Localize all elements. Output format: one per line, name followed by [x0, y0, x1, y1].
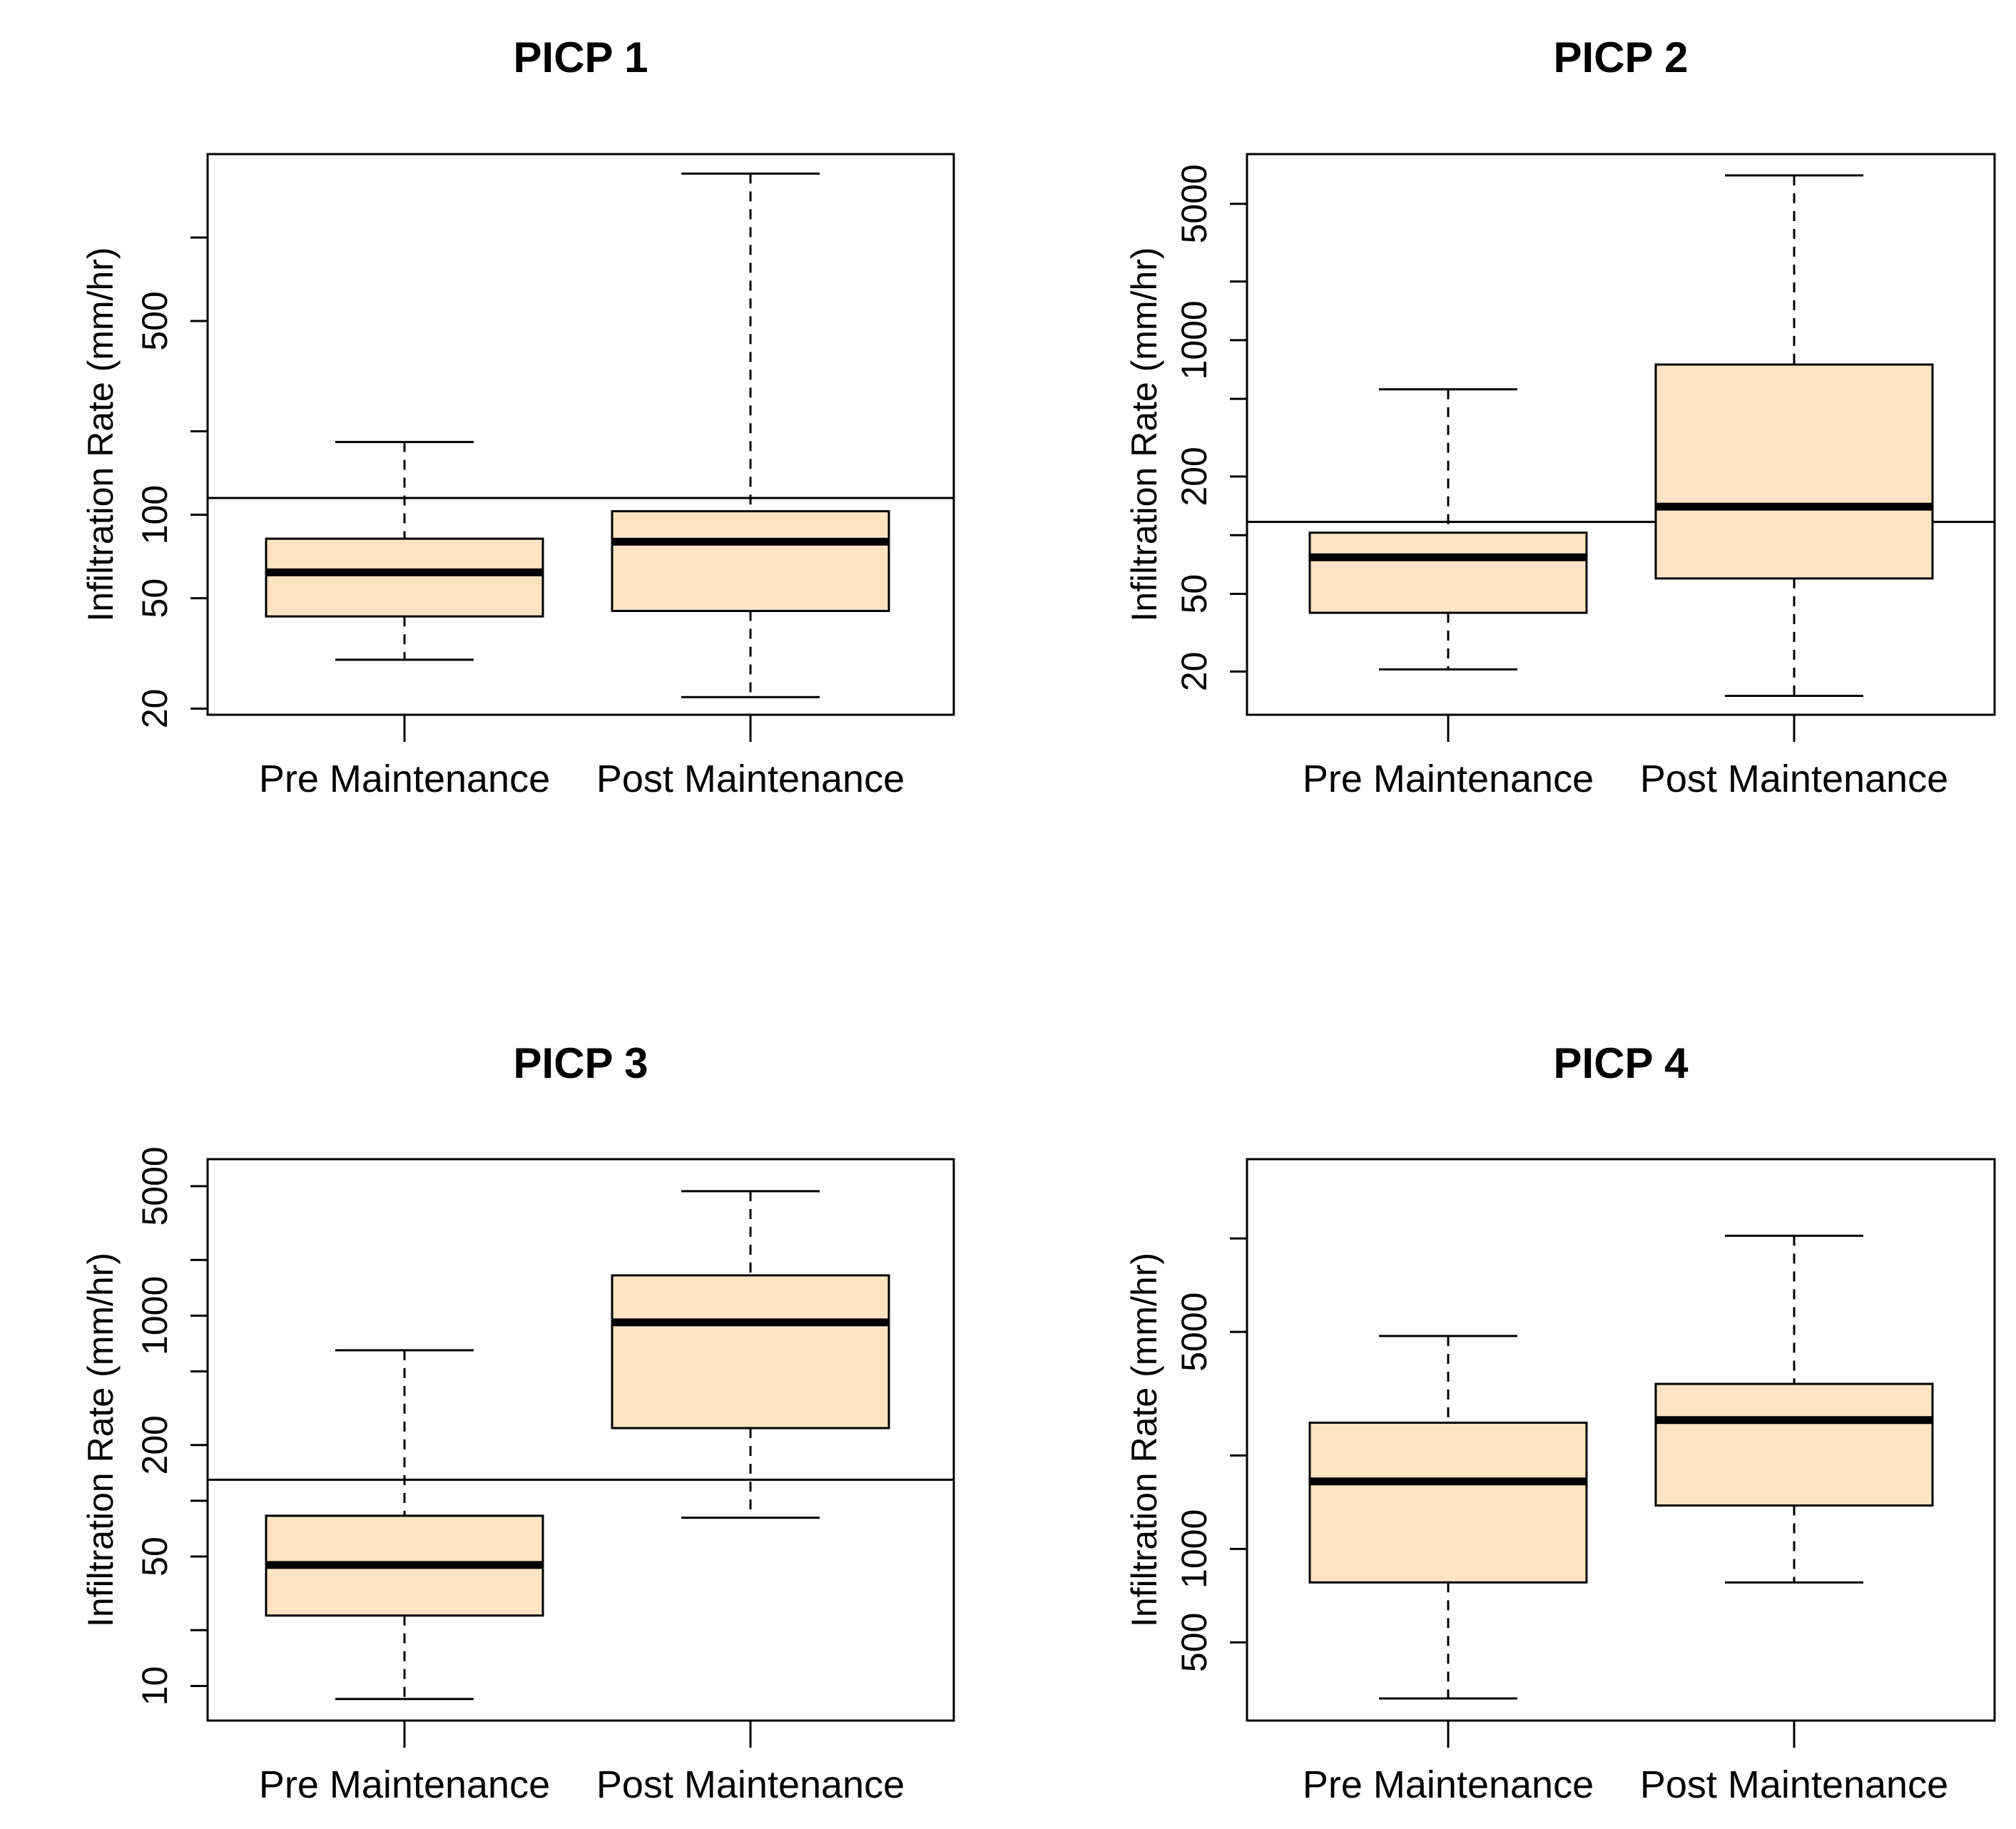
panel-1-plot-frame [206, 153, 955, 716]
panel-3-y-tick-label: 50 [135, 1537, 175, 1576]
panel-2-y-tick-label: 1000 [1174, 300, 1214, 379]
panel-4-y-tick-label: 1000 [1174, 1509, 1214, 1589]
panel-1-x-tick-label: Pre Maintenance [259, 758, 550, 800]
panel-2-y-tick-label: 5000 [1174, 164, 1214, 243]
panel-1-y-tick-label: 100 [135, 485, 175, 544]
chart-panel-4: PICP 4 Infiltration Rate (mm/hr)500 1000 50… [1124, 1039, 1996, 1806]
panel-1-y-tick-label: 500 [135, 291, 175, 350]
chart-panel-1: PICP 1 Infiltration Rate (mm/hr) 20 50 100 50… [81, 34, 955, 800]
panel-2-box-pre [1308, 388, 1588, 671]
panel-1-box-post [611, 172, 890, 698]
panel-4-x-tick-label: Post Maintenance [1640, 1763, 1948, 1806]
panel-3-y-axis-label: Infiltration Rate (mm/hr) [81, 1253, 121, 1627]
panel-3-iqr-box [611, 1274, 890, 1430]
panel-2-iqr-box [1654, 363, 1934, 580]
panel-3-plot-frame [206, 1158, 955, 1722]
panel-1-title: PICP 1 [514, 34, 648, 81]
panel-4-y-tick-label: 500 [1174, 1613, 1214, 1672]
panel-2-box-post [1654, 174, 1934, 698]
panel-4-plot-frame [1246, 1158, 1996, 1722]
panel-1-iqr-box [265, 537, 544, 618]
panel-3-box-pre [265, 1349, 544, 1701]
panel-2-x-tick-label: Pre Maintenance [1303, 758, 1594, 800]
panel-4-title: PICP 4 [1554, 1039, 1689, 1087]
chart-panel-3: PICP 3 Infiltration Rate (mm/hr) 10 50 200 10… [81, 1039, 955, 1806]
panel-4-iqr-box [1654, 1382, 1934, 1507]
panel-2-plot-frame [1246, 153, 1996, 716]
panel-2-y-tick-label: 200 [1174, 447, 1214, 506]
panel-3-x-tick-label: Post Maintenance [596, 1763, 905, 1806]
panel-3-title: PICP 3 [514, 1039, 648, 1087]
panel-3-y-tick-label: 200 [135, 1415, 175, 1474]
panel-1-box-pre [265, 441, 544, 661]
panel-1-y-axis-label: Infiltration Rate (mm/hr) [81, 247, 121, 621]
panel-1-x-tick-label: Post Maintenance [596, 758, 905, 800]
panel-3-y-tick-label: 1000 [135, 1276, 175, 1355]
panel-3-box-post [611, 1190, 890, 1519]
panel-1-y-tick-label: 50 [135, 579, 175, 618]
panel-4-box-post [1654, 1234, 1934, 1584]
panel-4-x-tick-label: Pre Maintenance [1303, 1763, 1594, 1806]
panel-2-x-tick-label: Post Maintenance [1640, 758, 1948, 800]
chart-panel-2: PICP 2 Infiltration Rate (mm/hr)20 50 200 10… [1124, 34, 1996, 800]
panel-3-x-tick-label: Pre Maintenance [259, 1763, 550, 1806]
panel-1-iqr-box [611, 510, 890, 612]
panel-2-y-axis-label: Infiltration Rate (mm/hr) [1124, 247, 1164, 621]
panel-4-iqr-box [1308, 1421, 1588, 1584]
panel-4-box-pre [1308, 1335, 1588, 1700]
panel-3-y-tick-label: 10 [135, 1666, 175, 1706]
panel-2-title: PICP 2 [1554, 34, 1689, 81]
panel-3-y-tick-label: 5000 [135, 1146, 175, 1226]
panel-2-y-tick-label: 20 [1174, 652, 1214, 692]
panel-2-iqr-box [1308, 531, 1588, 614]
panel-4-y-axis-label: Infiltration Rate (mm/hr) [1124, 1253, 1164, 1627]
panel-4-y-tick-label: 5000 [1174, 1293, 1214, 1372]
panel-2-y-tick-label: 50 [1174, 574, 1214, 614]
panel-1-y-tick-label: 20 [135, 689, 175, 729]
